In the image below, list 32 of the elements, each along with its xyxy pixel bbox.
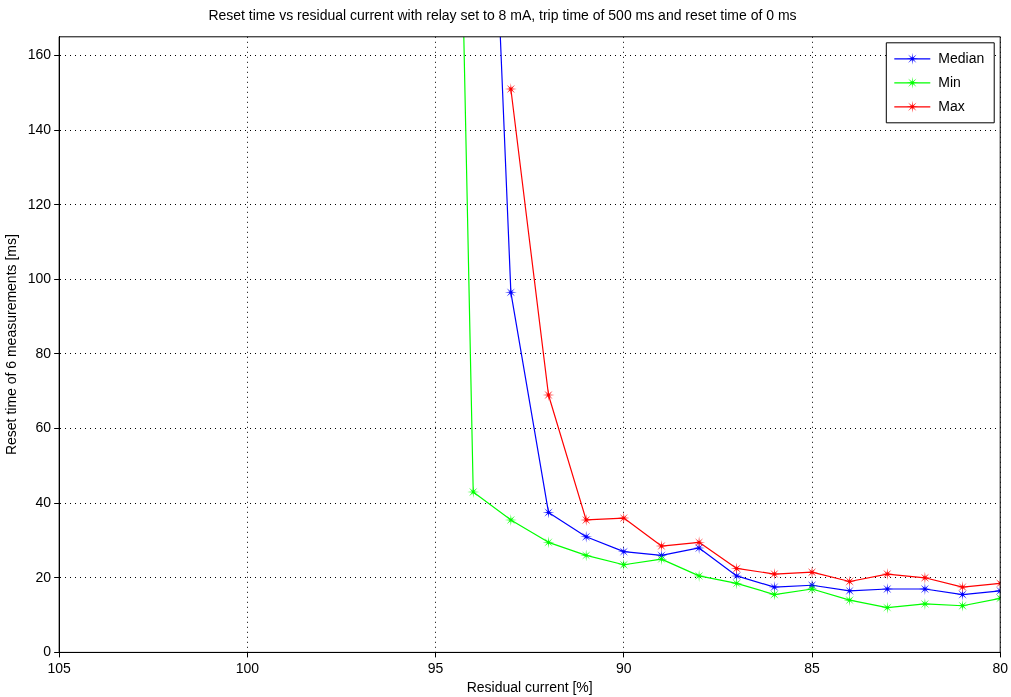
point bbox=[580, 530, 593, 543]
y-tick-label: 0 bbox=[43, 643, 52, 660]
x-tick-label: 100 bbox=[235, 659, 260, 676]
x-tick-label: 85 bbox=[804, 659, 820, 676]
x-tick-label: 90 bbox=[616, 659, 632, 676]
x-tick-label: 95 bbox=[427, 659, 444, 676]
point bbox=[617, 545, 630, 558]
y-tick-label: 100 bbox=[27, 270, 52, 287]
point bbox=[956, 588, 969, 601]
point bbox=[542, 536, 555, 549]
y-tick-label: 120 bbox=[27, 195, 52, 212]
legend-label: Median bbox=[938, 49, 985, 66]
point bbox=[881, 601, 894, 614]
y-tick-label: 20 bbox=[35, 568, 52, 585]
y-axis-title: Reset time of 6 measurements [ms] bbox=[3, 234, 20, 456]
point bbox=[843, 575, 856, 588]
x-tick-label: 105 bbox=[47, 659, 72, 676]
y-tick-label: 140 bbox=[27, 120, 52, 137]
point bbox=[730, 577, 743, 590]
point bbox=[730, 562, 743, 575]
x-axis-title: Residual current [%] bbox=[466, 679, 593, 696]
point bbox=[617, 558, 630, 571]
y-tick-label: 160 bbox=[27, 46, 52, 63]
y-tick-label: 80 bbox=[35, 344, 52, 361]
legend-label: Min bbox=[938, 73, 961, 90]
x-tick-label: 80 bbox=[992, 659, 1009, 676]
chart-title: Reset time vs residual current with relay set to 8 mA, trip time of 500 ms and reset time of 0 ms bbox=[208, 7, 797, 24]
point bbox=[768, 588, 781, 601]
legend-label: Max bbox=[938, 97, 965, 114]
point bbox=[542, 506, 555, 519]
y-tick-label: 40 bbox=[35, 494, 52, 511]
y-tick-label: 60 bbox=[35, 419, 52, 436]
